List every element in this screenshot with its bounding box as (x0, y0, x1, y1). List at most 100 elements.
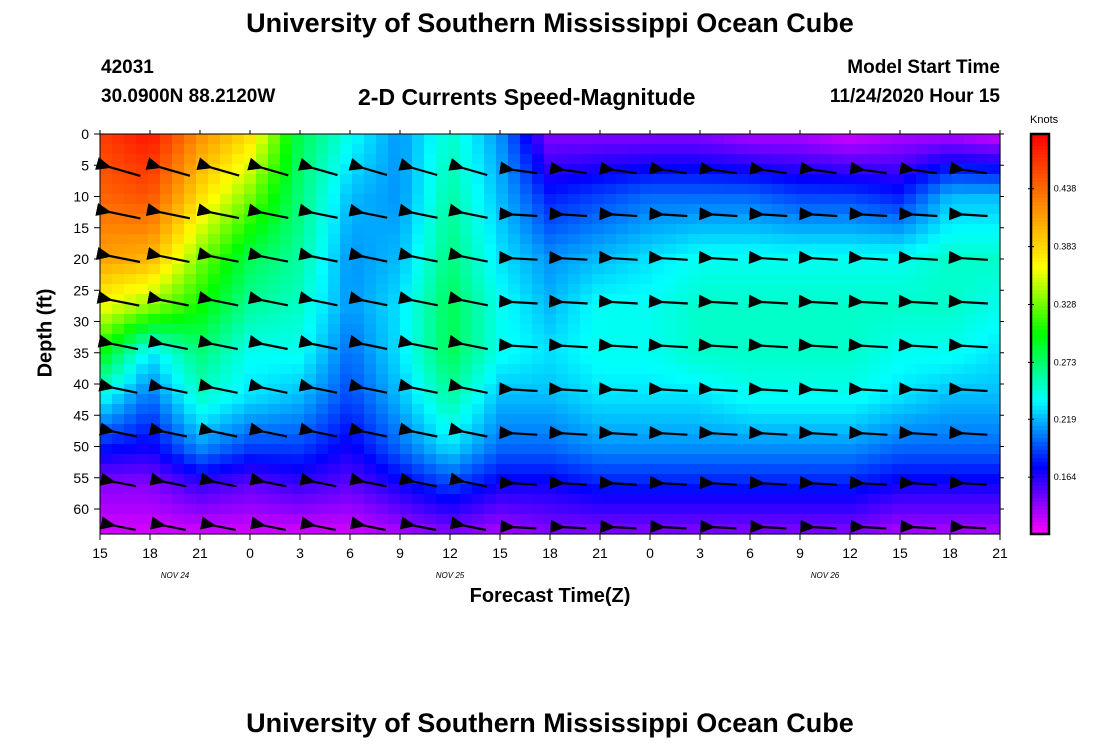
heatmap-cell (148, 254, 161, 265)
heatmap-cell (496, 464, 509, 475)
heatmap-cell (616, 324, 629, 335)
heatmap-cell (988, 324, 1001, 335)
heatmap-cell (304, 504, 317, 515)
heatmap-cell (664, 204, 677, 215)
heatmap-cell (520, 494, 533, 505)
current-arrow (398, 247, 438, 263)
heatmap-cell (784, 204, 797, 215)
heatmap-cell (364, 464, 377, 475)
heatmap-cell (904, 224, 917, 235)
heatmap-cell (832, 354, 845, 365)
heatmap-cell (844, 404, 857, 415)
heatmap-cell (580, 424, 593, 435)
current-arrow (549, 207, 588, 221)
heatmap-cell (292, 204, 305, 215)
heatmap-cell (460, 304, 473, 315)
colorbar-cell (1031, 370, 1049, 375)
heatmap-cell (472, 184, 485, 195)
heatmap-cell (388, 504, 401, 515)
heatmap-cell (496, 494, 509, 505)
heatmap-cell (508, 414, 521, 425)
heatmap-cell (820, 134, 833, 145)
heatmap-cell (292, 484, 305, 495)
heatmap-cell (580, 284, 593, 295)
heatmap-cell (232, 494, 245, 505)
heatmap-cell (304, 304, 317, 315)
heatmap-cell (292, 234, 305, 245)
heatmap-cell (352, 224, 365, 235)
heatmap-cell (184, 514, 197, 525)
heatmap-cell (808, 244, 821, 255)
heatmap-cell (484, 304, 497, 315)
heatmap-cell (856, 524, 869, 535)
current-arrow (500, 519, 537, 533)
heatmap-cell (736, 284, 749, 295)
colorbar-cell (1031, 450, 1049, 455)
heatmap-cell (892, 484, 905, 495)
colorbar-cell (1031, 358, 1049, 363)
heatmap-cell (772, 244, 785, 255)
heatmap-cell (292, 144, 305, 155)
current-arrow (248, 334, 288, 351)
current-arrow (649, 207, 688, 221)
heatmap-cell (856, 484, 869, 495)
colorbar-cell (1031, 458, 1049, 463)
heatmap-cell (436, 334, 449, 345)
heatmap-cell (916, 484, 929, 495)
heatmap-cell (976, 364, 989, 375)
heatmap-cell (772, 494, 785, 505)
x-axis-label: Forecast Time(Z) (469, 585, 631, 607)
heatmap-cell (760, 224, 773, 235)
heatmap-cell (496, 484, 509, 495)
heatmap-cell (112, 414, 125, 425)
heatmap-cell (136, 414, 149, 425)
heatmap-cell (580, 154, 593, 165)
heatmap-cell (388, 304, 401, 315)
heatmap-cell (568, 504, 581, 515)
heatmap-cell (436, 454, 449, 465)
heatmap-cell (820, 484, 833, 495)
heatmap-cell (556, 444, 569, 455)
heatmap-cell (916, 224, 929, 235)
y-tick-label: 10 (73, 189, 89, 205)
heatmap-cell (796, 464, 809, 475)
heatmap-cell (652, 174, 665, 185)
heatmap-cell (496, 454, 509, 465)
heatmap-cell (196, 264, 209, 275)
heatmap-cell (484, 284, 497, 295)
heatmap-cell (100, 414, 113, 425)
current-arrow (799, 425, 838, 440)
colorbar-cell (1031, 198, 1049, 203)
current-arrow (849, 207, 888, 221)
heatmap-cell (592, 454, 605, 465)
heatmap-cell (964, 234, 977, 245)
heatmap-cell (820, 404, 833, 415)
heatmap-cell (724, 224, 737, 235)
heatmap-cell (772, 394, 785, 405)
heatmap-cell (940, 474, 953, 485)
current-arrow (698, 382, 738, 396)
heatmap-cell (448, 524, 461, 535)
heatmap-cell (616, 454, 629, 465)
heatmap-cell (784, 244, 797, 255)
heatmap-cell (424, 354, 437, 365)
heatmap-cell (964, 524, 977, 535)
heatmap-cell (460, 484, 473, 495)
heatmap-cell (328, 224, 341, 235)
heatmap-cell (928, 304, 941, 315)
heatmap-cell (904, 284, 917, 295)
heatmap-cell (724, 424, 737, 435)
x-tick-label: 12 (442, 545, 458, 561)
heatmap-cell (748, 144, 761, 155)
heatmap-cell (388, 234, 401, 245)
heatmap-cell (832, 314, 845, 325)
heatmap-cell (736, 404, 749, 415)
heatmap-cell (844, 154, 857, 165)
heatmap-cell (280, 144, 293, 155)
heatmap-cell (604, 144, 617, 155)
heatmap-cell (808, 484, 821, 495)
heatmap-cell (112, 154, 125, 165)
heatmap-cell (388, 264, 401, 275)
heatmap-cell (964, 154, 977, 165)
heatmap-cell (508, 404, 521, 415)
